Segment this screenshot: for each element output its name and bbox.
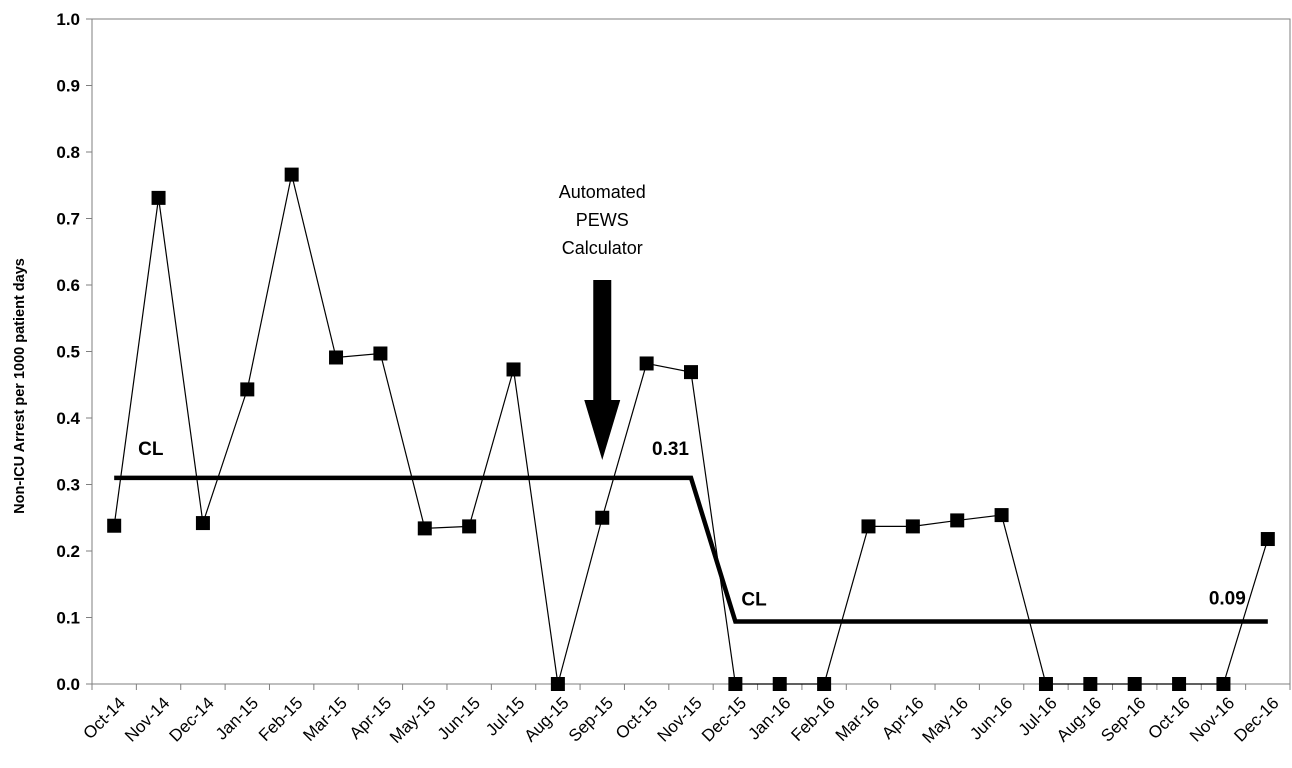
center-lines: CL 0.31 CL 0.09 (114, 439, 1268, 624)
x-tick-label: Aug-16 (1053, 693, 1105, 745)
x-tick-label: Oct-14 (79, 693, 129, 743)
data-point (950, 513, 965, 528)
center-line-label: CL (741, 589, 767, 610)
data-point (329, 350, 344, 365)
x-tick-label: Dec-14 (166, 693, 218, 745)
data-point (684, 365, 698, 380)
annotation-text: Automated (559, 182, 646, 202)
y-tick-label: 0.2 (56, 542, 80, 561)
y-axis-label: Non-ICU Arrest per 1000 patient days (12, 258, 28, 514)
data-point (284, 167, 299, 182)
x-tick-label: May-15 (386, 693, 440, 747)
y-tick-label: 0.8 (56, 143, 80, 162)
x-tick-label: Jan-15 (212, 693, 262, 743)
data-point (462, 519, 477, 534)
data-point (373, 346, 388, 361)
data-point (240, 382, 255, 397)
data-point (639, 356, 654, 371)
y-tick-label: 0.3 (56, 476, 80, 495)
y-tick-label: 0.9 (56, 77, 80, 96)
center-line-value: 0.09 (1209, 588, 1246, 609)
y-tick-label: 0.6 (56, 276, 80, 295)
data-point (905, 519, 920, 534)
x-tick-label: Mar-15 (299, 693, 351, 745)
y-ticks: 0.0 0.1 0.2 0.3 0.4 0.5 0.6 0.7 0.8 0.9 1.0 (56, 10, 92, 694)
center-line-value: 0.31 (652, 439, 689, 460)
x-tick-label: Nov-14 (121, 693, 173, 745)
y-tick-label: 0.5 (56, 343, 80, 362)
data-point (151, 190, 166, 205)
y-tick-label: 0.4 (56, 409, 80, 428)
data-point (1260, 532, 1275, 547)
data-point (1083, 677, 1098, 691)
y-tick-label: 0.7 (56, 210, 80, 229)
arrow-shaft (593, 280, 612, 400)
data-point (1216, 677, 1231, 691)
annotation-text: PEWS (576, 210, 629, 230)
x-tick-label: Aug-15 (521, 693, 573, 745)
data-point (1172, 677, 1187, 691)
x-tick-label: Feb-15 (255, 693, 307, 745)
plot-frame (91, 18, 1291, 685)
center-line (114, 475, 1268, 624)
data-point (728, 677, 743, 691)
data-point (417, 521, 432, 536)
x-tick-label: Nov-15 (654, 693, 706, 745)
x-tick-label: Mar-16 (832, 693, 884, 745)
x-tick-label: Sep-16 (1097, 693, 1149, 745)
center-line-label: CL (138, 439, 164, 460)
x-tick-label: Dec-16 (1230, 693, 1282, 745)
data-point (817, 677, 832, 691)
x-tick-label: Oct-15 (612, 693, 662, 743)
x-tick-label: Sep-15 (565, 693, 617, 745)
data-point (595, 510, 610, 525)
x-tick-label: Nov-16 (1186, 693, 1238, 745)
data-point (195, 516, 210, 531)
data-point (772, 677, 787, 691)
y-tick-label: 0.1 (56, 609, 80, 628)
x-tick-label: Jun-16 (966, 693, 1016, 743)
x-ticks: Oct-14Nov-14Dec-14Jan-15Feb-15Mar-15Apr-… (79, 684, 1291, 747)
annotation-text: Calculator (562, 238, 643, 258)
x-tick-label: May-16 (919, 693, 973, 747)
x-tick-label: Feb-16 (787, 693, 839, 745)
x-tick-label: Oct-16 (1144, 693, 1194, 743)
y-tick-label: 1.0 (56, 10, 80, 29)
x-tick-label: Jun-15 (434, 693, 484, 743)
annotation: Automated PEWS Calculator (559, 182, 646, 460)
series-line (113, 174, 1269, 685)
data-point (107, 518, 122, 533)
arrow-head (584, 400, 621, 460)
data-point (994, 508, 1009, 523)
data-point (861, 519, 876, 534)
data-point (1038, 677, 1053, 691)
axes (91, 18, 1291, 685)
data-point (1127, 677, 1142, 691)
data-point (550, 677, 565, 691)
x-tick-label: Dec-15 (698, 693, 750, 745)
series (107, 167, 1275, 691)
x-tick-label: Jan-16 (744, 693, 794, 743)
y-tick-label: 0.0 (56, 675, 80, 694)
data-point (506, 362, 521, 377)
